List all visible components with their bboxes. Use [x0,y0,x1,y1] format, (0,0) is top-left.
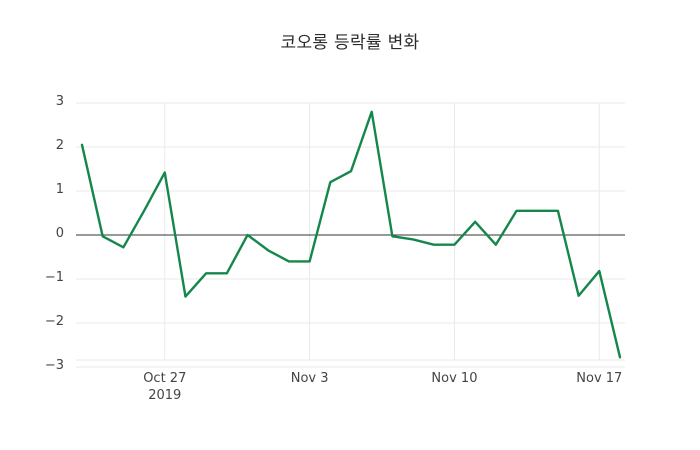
horizontal-gridlines [76,102,625,368]
x-axis-tick-label: Nov 10 [431,371,478,386]
x-axis-tick-label: Oct 27 2019 [143,371,187,403]
y-axis-tick-label: −2 [44,314,64,329]
y-axis-tick-label: −1 [44,270,64,285]
y-axis-tick-label: −3 [44,358,64,373]
y-axis-tick-label: 0 [55,226,64,241]
vertical-gridlines [164,103,600,360]
x-axis-tick-label: Nov 17 [576,371,623,386]
chart-title: 코오롱 등락률 변화 [280,33,420,53]
data-series-line [80,110,622,359]
y-axis-tick-label: 3 [55,94,64,109]
x-axis-tick-label: Nov 3 [290,371,329,386]
y-axis-tick-label: 1 [55,182,64,197]
y-axis-tick-label: 2 [55,138,64,153]
